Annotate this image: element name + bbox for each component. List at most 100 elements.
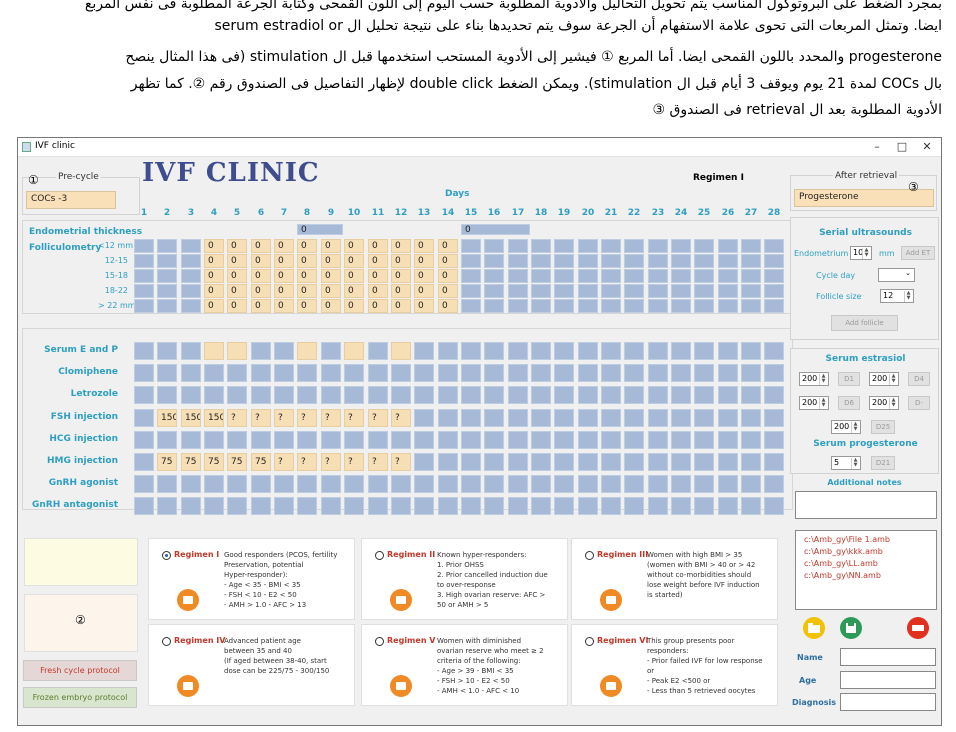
medication-cell[interactable]: ? xyxy=(274,453,294,471)
follicle-cell[interactable] xyxy=(764,254,784,268)
medication-cell[interactable] xyxy=(484,430,504,449)
open-folder-icon[interactable] xyxy=(803,617,825,639)
medication-cell[interactable] xyxy=(368,364,388,383)
estradiol-input-2[interactable]: 200 ▲ ▼ xyxy=(869,372,899,386)
medication-cell[interactable] xyxy=(297,475,317,494)
medication-cell[interactable] xyxy=(274,342,294,360)
medication-cell[interactable] xyxy=(181,430,201,449)
medication-cell[interactable] xyxy=(508,430,528,449)
follicle-cell[interactable]: 0 xyxy=(204,239,224,253)
follicle-cell[interactable] xyxy=(624,239,644,253)
medication-cell[interactable] xyxy=(718,453,738,471)
medication-cell[interactable] xyxy=(344,364,364,383)
save-icon[interactable] xyxy=(840,617,862,639)
medication-cell[interactable] xyxy=(718,497,738,516)
follicle-cell[interactable] xyxy=(134,299,154,313)
regimen-panel[interactable]: Regimen II Known hyper-responders: 1. Pri… xyxy=(361,538,568,620)
medication-cell[interactable]: ? xyxy=(274,408,294,427)
medication-cell[interactable] xyxy=(344,497,364,516)
follicle-cell[interactable] xyxy=(694,284,714,298)
frozen-embryo-protocol-button[interactable]: Frozen embryo protocol xyxy=(23,687,137,708)
follicle-cell[interactable] xyxy=(157,239,177,253)
medication-cell[interactable]: ? xyxy=(297,453,317,471)
regimen-panel[interactable]: Regimen IV Advanced patient age between 3… xyxy=(148,624,355,706)
medication-cell[interactable] xyxy=(274,497,294,516)
cycle-day-select[interactable]: ⌄ xyxy=(878,268,915,282)
medication-cell[interactable] xyxy=(531,342,551,360)
medication-cell[interactable] xyxy=(578,497,598,516)
medication-cell[interactable] xyxy=(204,475,224,494)
regimen-panel[interactable]: Regimen VI This group presents poor respo… xyxy=(571,624,778,706)
follicle-cell[interactable] xyxy=(554,254,574,268)
follicle-cell[interactable] xyxy=(718,239,738,253)
follicle-cell[interactable]: 0 xyxy=(251,239,271,253)
medication-cell[interactable]: 75 xyxy=(157,453,177,471)
follicle-cell[interactable] xyxy=(624,269,644,283)
progesterone-spinner[interactable]: ▲ ▼ xyxy=(851,458,859,469)
medication-cell[interactable] xyxy=(531,475,551,494)
follicle-cell[interactable] xyxy=(578,254,598,268)
medication-cell[interactable]: ? xyxy=(391,453,411,471)
follicle-cell[interactable] xyxy=(741,254,761,268)
follicle-cell[interactable]: 0 xyxy=(414,239,434,253)
follicle-cell[interactable] xyxy=(134,284,154,298)
estradiol-spinner-4[interactable]: ▲ ▼ xyxy=(889,398,897,409)
medication-cell[interactable] xyxy=(461,364,481,383)
medication-cell[interactable] xyxy=(274,364,294,383)
medication-cell[interactable] xyxy=(344,342,364,360)
medication-cell[interactable] xyxy=(438,475,458,494)
medication-cell[interactable] xyxy=(134,342,154,360)
medication-cell[interactable] xyxy=(297,342,317,360)
medication-cell[interactable] xyxy=(648,497,668,516)
follicle-cell[interactable] xyxy=(578,299,598,313)
medication-cell[interactable] xyxy=(484,453,504,471)
medication-cell[interactable] xyxy=(764,475,784,494)
medication-cell[interactable] xyxy=(508,342,528,360)
medication-cell[interactable] xyxy=(508,475,528,494)
medication-cell[interactable] xyxy=(227,497,247,516)
medication-cell[interactable] xyxy=(484,342,504,360)
medication-cell[interactable] xyxy=(157,475,177,494)
reader-icon[interactable] xyxy=(390,675,412,697)
add-follicle-button[interactable]: Add follicle xyxy=(831,315,898,331)
follicle-cell[interactable] xyxy=(554,299,574,313)
medication-cell[interactable] xyxy=(414,408,434,427)
follicle-cell[interactable]: 0 xyxy=(274,254,294,268)
medication-cell[interactable]: ? xyxy=(391,408,411,427)
follicle-cell[interactable]: 0 xyxy=(227,254,247,268)
estradiol-input-1[interactable]: 200 ▲ ▼ xyxy=(799,372,829,386)
diagnosis-input[interactable] xyxy=(840,693,936,711)
medication-cell[interactable] xyxy=(181,497,201,516)
medication-cell[interactable] xyxy=(134,430,154,449)
follicle-cell[interactable]: 0 xyxy=(274,239,294,253)
follicle-cell[interactable]: 0 xyxy=(368,239,388,253)
medication-cell[interactable] xyxy=(671,475,691,494)
follicle-cell[interactable] xyxy=(531,269,551,283)
medication-cell[interactable] xyxy=(694,497,714,516)
follicle-cell[interactable]: 0 xyxy=(321,284,341,298)
medication-cell[interactable] xyxy=(601,430,621,449)
medication-cell[interactable] xyxy=(438,364,458,383)
follicle-cell[interactable] xyxy=(694,254,714,268)
follicle-cell[interactable]: 0 xyxy=(391,239,411,253)
medication-cell[interactable] xyxy=(274,386,294,405)
endometrial-cell[interactable]: 0 xyxy=(297,224,343,235)
follicle-cell[interactable] xyxy=(508,284,528,298)
medication-cell[interactable] xyxy=(414,497,434,516)
medication-cell[interactable] xyxy=(601,475,621,494)
follicle-cell[interactable]: 0 xyxy=(344,299,364,313)
medication-cell[interactable] xyxy=(671,364,691,383)
medication-cell[interactable] xyxy=(554,430,574,449)
medication-cell[interactable] xyxy=(438,497,458,516)
follicle-cell[interactable] xyxy=(671,269,691,283)
medication-cell[interactable] xyxy=(438,408,458,427)
follicle-cell[interactable]: 0 xyxy=(274,284,294,298)
medication-cell[interactable] xyxy=(718,408,738,427)
follicle-cell[interactable] xyxy=(181,284,201,298)
medication-cell[interactable] xyxy=(227,342,247,360)
medication-cell[interactable] xyxy=(368,475,388,494)
follicle-cell[interactable] xyxy=(531,299,551,313)
medication-cell[interactable] xyxy=(554,408,574,427)
follicle-cell[interactable]: 0 xyxy=(251,254,271,268)
medication-cell[interactable] xyxy=(624,475,644,494)
